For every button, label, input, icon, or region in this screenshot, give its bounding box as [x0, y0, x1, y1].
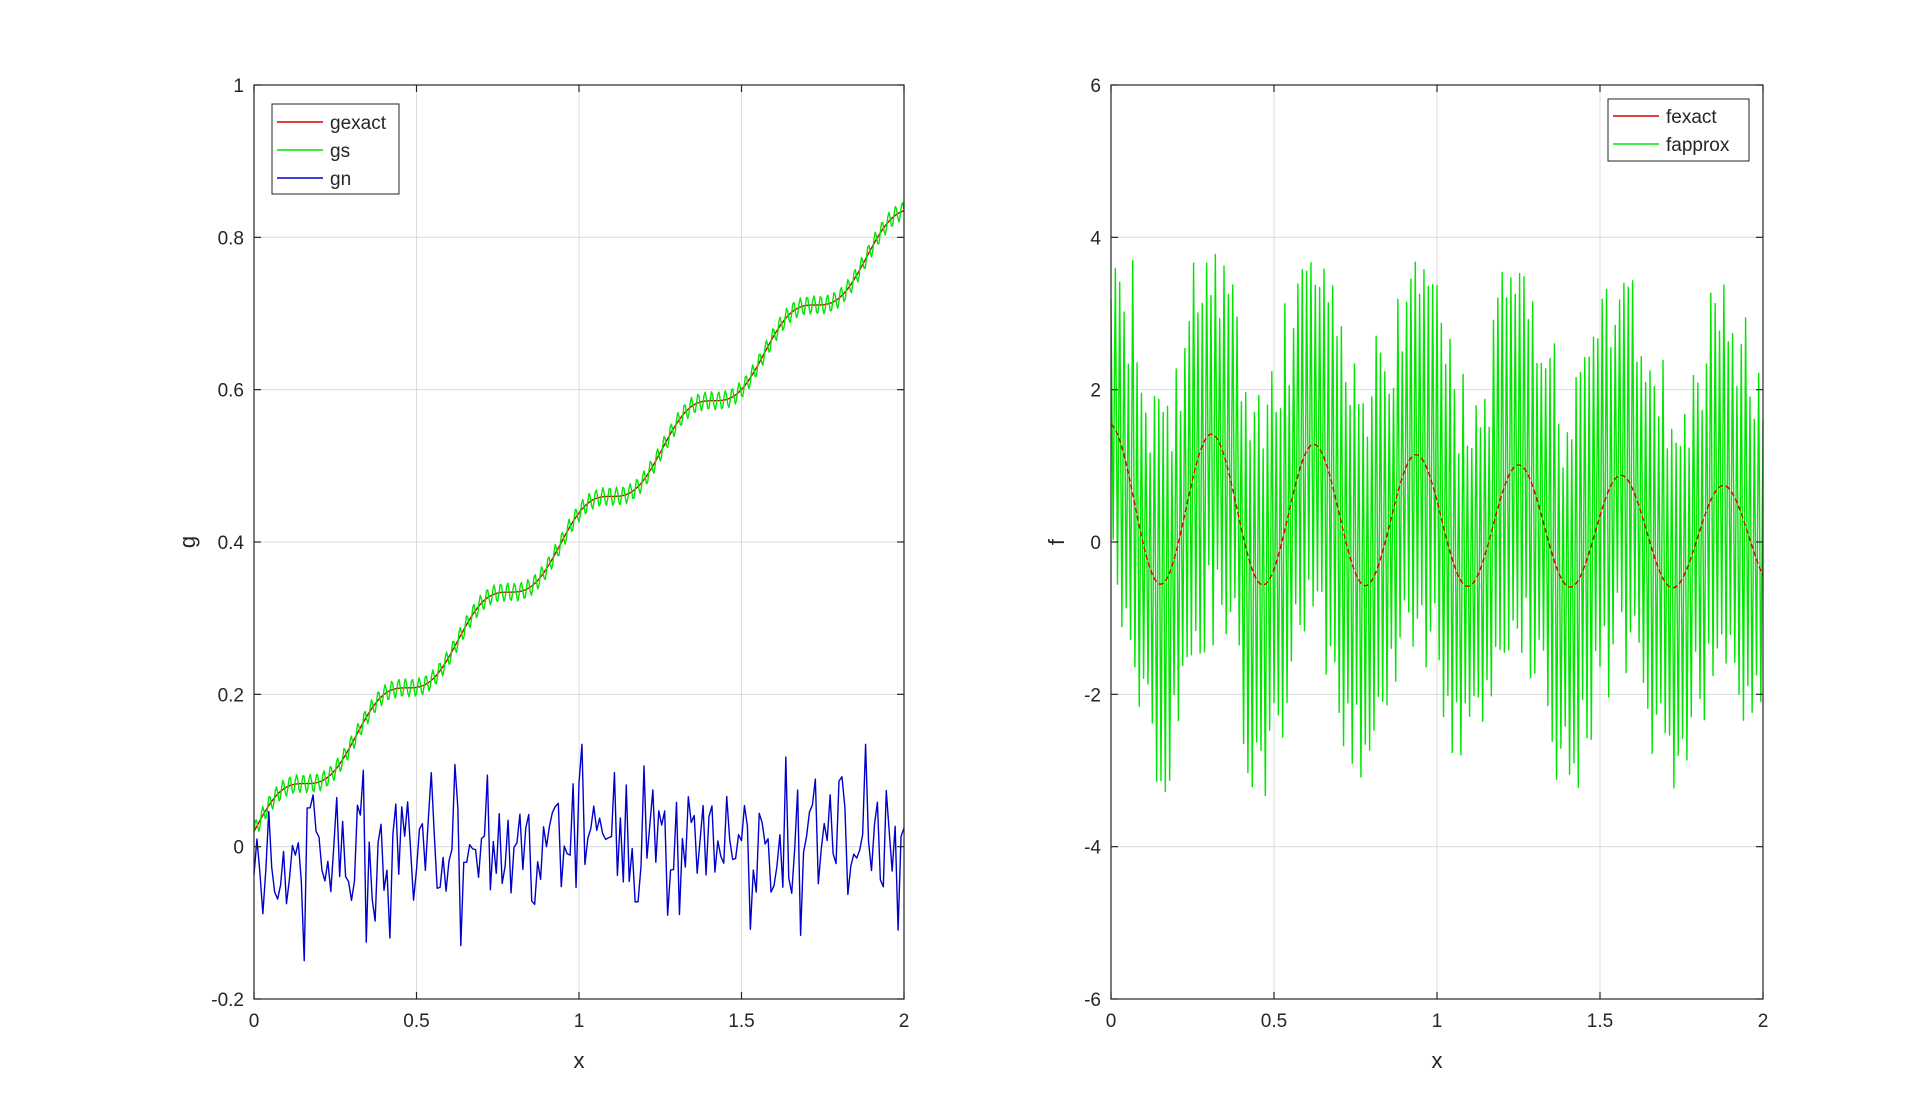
chart-left: 0 0.5 1 1.5 2-0.200.20.40.60.81 x g gexact g… — [175, 76, 909, 1073]
series-line-fexact — [1110, 423, 1764, 589]
legend-label-gexact: gexact — [330, 113, 387, 134]
series-line-fapprox — [1110, 253, 1764, 797]
legend-label-gs: gs — [330, 141, 350, 162]
y-tick-label-right-3: 0 — [1090, 533, 1101, 554]
chart-right: 0 0.5 1 1.5 2 -6 -4 -2 0 2 4 6 x f fexact fapprox — [1044, 76, 1768, 1073]
y-tick-label-left-4: 0.6 — [218, 381, 244, 402]
ticks-left: 0 0.5 1 1.5 2-0.200.20.40.60.81 — [211, 76, 909, 1032]
legend-label-fapprox: fapprox — [1666, 135, 1730, 156]
x-tick-label-left-4: 2 — [899, 1011, 910, 1032]
y-tick-label-right-6: 6 — [1090, 76, 1101, 97]
x-tick-label-left-2: 1 — [574, 1011, 585, 1032]
legend-label-gn: gn — [330, 169, 351, 190]
y-tick-label-left-1: 0 — [233, 838, 244, 859]
y-tick-label-left-2: 0.2 — [218, 685, 244, 706]
series-left — [253, 201, 905, 962]
x-tick-label-left-1: 0.5 — [403, 1011, 429, 1032]
series-line-gn — [253, 743, 905, 962]
series-line-gs — [253, 201, 905, 832]
x-tick-label-right-1: 0.5 — [1261, 1011, 1287, 1032]
y-tick-label-right-0: -6 — [1084, 990, 1101, 1011]
y-tick-label-right-2: -2 — [1084, 685, 1101, 706]
legend-label-fexact: fexact — [1666, 107, 1717, 128]
legend-box-left — [271, 103, 400, 195]
y-tick-label-right-4: 2 — [1090, 381, 1101, 402]
x-axis-label-right: x — [1432, 1048, 1443, 1073]
x-tick-label-left-3: 1.5 — [728, 1011, 754, 1032]
y-tick-label-left-0: -0.2 — [211, 990, 244, 1011]
y-axis-label-left: g — [175, 536, 200, 548]
x-tick-label-left-0: 0 — [249, 1011, 260, 1032]
y-tick-label-right-1: -4 — [1084, 838, 1101, 859]
x-tick-label-right-0: 0 — [1106, 1011, 1117, 1032]
series-right — [1110, 253, 1764, 797]
y-axis-label-right: f — [1044, 538, 1069, 545]
legend-left: gexact gs gn — [271, 103, 400, 195]
x-axis-label-left: x — [574, 1048, 585, 1073]
y-tick-label-left-6: 1 — [233, 76, 244, 97]
y-tick-label-right-5: 4 — [1090, 228, 1101, 249]
ticks-right: 0 0.5 1 1.5 2 -6 -4 -2 0 2 4 6 — [1084, 76, 1768, 1032]
legend-right: fexact fapprox — [1607, 98, 1750, 162]
y-tick-label-left-5: 0.8 — [218, 228, 244, 249]
x-tick-label-right-3: 1.5 — [1587, 1011, 1613, 1032]
x-tick-label-right-2: 1 — [1432, 1011, 1443, 1032]
legend-box-right — [1607, 98, 1750, 162]
y-tick-label-left-3: 0.4 — [218, 533, 245, 554]
x-tick-label-right-4: 2 — [1758, 1011, 1769, 1032]
